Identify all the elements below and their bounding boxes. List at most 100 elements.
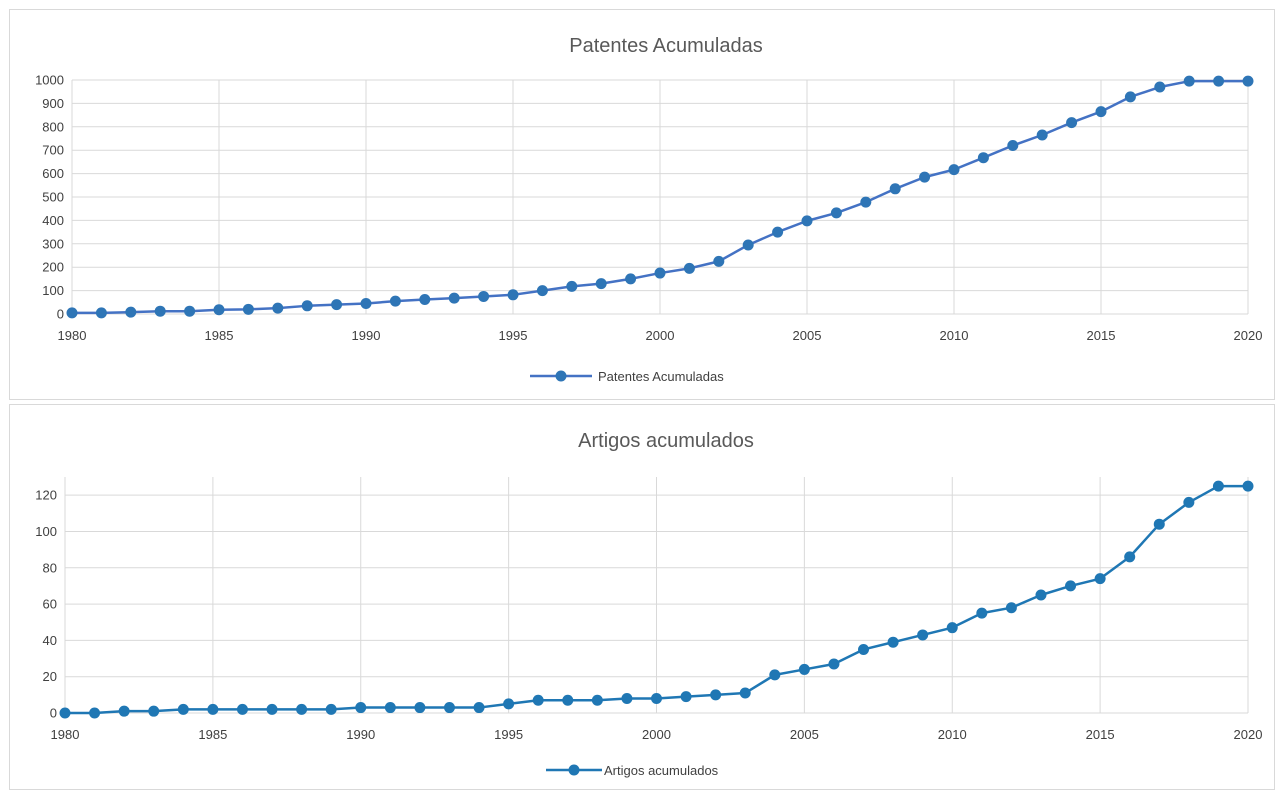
data-point	[1036, 129, 1048, 141]
data-point	[860, 196, 872, 208]
y-tick-label: 100	[42, 283, 64, 298]
y-tick-label: 700	[42, 143, 64, 158]
data-point	[798, 663, 810, 675]
x-tick-label: 1980	[58, 328, 87, 343]
data-point	[651, 692, 662, 704]
data-point	[154, 305, 166, 317]
data-point	[654, 267, 666, 279]
data-point	[1154, 81, 1166, 93]
x-tick-label: 2005	[790, 727, 819, 742]
data-point	[919, 171, 931, 183]
chart-title: Artigos acumulados	[578, 430, 754, 452]
y-tick-label: 500	[42, 190, 64, 205]
data-point	[148, 705, 160, 717]
data-point	[713, 255, 725, 267]
x-axis-ticks: 1980 1985 1990 1995 2000 2005 2010 2015 2020	[58, 328, 1263, 343]
x-tick-label: 1995	[499, 328, 528, 343]
y-tick-label: 900	[42, 96, 64, 111]
data-point	[89, 707, 101, 719]
y-tick-label: 60	[43, 597, 57, 612]
data-point	[507, 289, 519, 301]
y-tick-label: 300	[42, 236, 64, 251]
legend: Patentes Acumuladas	[530, 369, 724, 384]
data-point	[448, 292, 460, 304]
data-point	[887, 636, 899, 648]
data-point	[1242, 75, 1254, 87]
data-point	[772, 226, 784, 238]
data-point	[625, 273, 637, 285]
data-point	[266, 703, 278, 715]
y-tick-label: 200	[42, 260, 64, 275]
data-point	[566, 280, 578, 292]
data-point	[296, 703, 308, 715]
patentes-chart: Patentes Acumuladas 0 100 200 300 400 500 600 7…	[9, 9, 1275, 400]
data-point	[207, 703, 219, 715]
data-point	[976, 607, 988, 619]
data-point	[680, 691, 692, 703]
data-point	[828, 658, 840, 670]
y-tick-label: 600	[42, 166, 64, 181]
data-point	[683, 262, 695, 274]
data-point	[414, 702, 426, 714]
legend-marker	[555, 370, 567, 382]
y-tick-label: 40	[43, 633, 57, 648]
data-point	[889, 183, 901, 195]
x-tick-label: 1990	[352, 328, 381, 343]
data-point	[1212, 480, 1224, 492]
x-tick-label: 1980	[51, 727, 80, 742]
legend-label: Patentes Acumuladas	[598, 369, 724, 384]
data-point	[948, 164, 960, 176]
data-point	[118, 705, 130, 717]
data-point	[242, 303, 254, 315]
data-point	[1124, 91, 1136, 103]
data-point	[858, 643, 870, 655]
data-point	[59, 707, 71, 719]
y-tick-label: 1000	[35, 73, 64, 88]
x-tick-label: 1990	[346, 727, 375, 742]
data-point	[331, 299, 343, 311]
data-point	[562, 694, 574, 706]
data-point	[946, 622, 958, 634]
data-point	[536, 285, 548, 297]
data-point	[917, 629, 929, 641]
data-point	[1007, 140, 1019, 152]
x-tick-label: 1985	[198, 727, 227, 742]
y-tick-label: 120	[35, 488, 57, 503]
data-point	[213, 304, 225, 316]
data-point	[272, 302, 284, 314]
y-tick-label: 400	[42, 213, 64, 228]
series-layer	[66, 75, 1254, 319]
data-point	[1065, 580, 1077, 592]
data-point	[801, 215, 813, 227]
data-point	[710, 689, 722, 701]
data-point	[621, 692, 633, 704]
data-point	[1005, 602, 1017, 614]
y-tick-label: 100	[35, 524, 57, 539]
x-tick-label: 2015	[1087, 328, 1116, 343]
data-point	[95, 307, 107, 319]
x-tick-label: 2010	[938, 727, 967, 742]
data-point	[1153, 518, 1165, 530]
data-point	[360, 297, 372, 309]
data-point	[591, 694, 603, 706]
data-point	[1066, 117, 1078, 129]
legend-marker	[568, 764, 580, 776]
x-tick-label: 2000	[642, 727, 671, 742]
series-layer	[59, 480, 1254, 719]
patentes-chart-svg: Patentes Acumuladas 0 100 200 300 400 500 600 7…	[35, 35, 1263, 384]
x-tick-label: 2020	[1234, 328, 1263, 343]
x-tick-label: 1995	[494, 727, 523, 742]
x-tick-label: 1985	[205, 328, 234, 343]
data-point	[1035, 589, 1047, 601]
data-point	[389, 295, 401, 307]
data-point	[355, 702, 367, 714]
grid	[71, 79, 1249, 315]
data-point	[236, 703, 248, 715]
y-tick-label: 0	[57, 307, 64, 322]
data-point	[769, 669, 781, 681]
data-point	[1094, 573, 1106, 585]
artigos-chart: Artigos acumulados 0 20 40 60 80 100 120 1980 1…	[9, 404, 1275, 790]
y-axis-ticks: 0 20 40 60 80 100 120	[35, 488, 57, 721]
data-point	[473, 702, 485, 714]
